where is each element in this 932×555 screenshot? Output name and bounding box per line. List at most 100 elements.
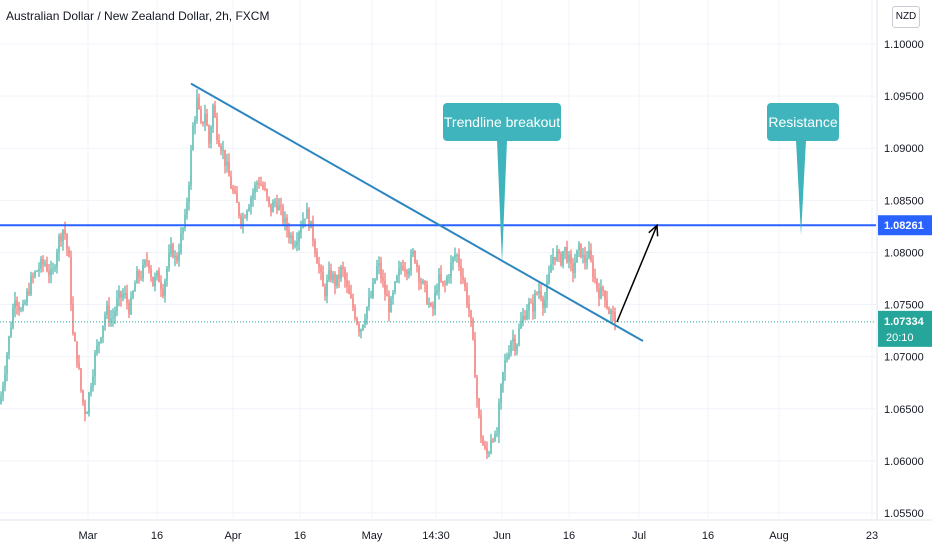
candle-body — [504, 360, 506, 373]
candle-body — [512, 338, 514, 342]
candle-body — [30, 276, 32, 294]
candle-body — [192, 125, 194, 150]
candle-body — [28, 291, 30, 294]
trendline — [190, 82, 644, 342]
candle-body — [318, 263, 320, 268]
candle-body — [604, 290, 606, 300]
candle-body — [520, 320, 522, 329]
candle-body — [478, 398, 480, 416]
candle-body — [568, 254, 570, 262]
projection-arrow — [616, 225, 658, 323]
candle-body — [340, 266, 342, 279]
candle-body — [66, 234, 68, 249]
candle-body — [124, 293, 126, 295]
candle-body — [430, 303, 432, 306]
candle-body — [186, 202, 188, 215]
candle-body — [210, 127, 212, 144]
candle-body — [474, 339, 476, 378]
candle-body — [452, 257, 454, 263]
candle-body — [434, 292, 436, 309]
candle-body — [456, 254, 458, 256]
candle-body — [182, 228, 184, 234]
candle-body — [574, 262, 576, 273]
candle-body — [324, 286, 326, 297]
candle-body — [370, 296, 372, 298]
candle-body — [526, 310, 528, 320]
price-axis-bg — [877, 0, 932, 550]
candle-body — [244, 217, 246, 219]
candle-body — [2, 385, 4, 397]
candle-body — [576, 249, 578, 263]
candle-body — [476, 377, 478, 399]
candle-body — [284, 217, 286, 223]
x-tick-label: 23 — [866, 530, 878, 542]
candle-body — [200, 109, 202, 122]
currency-badge[interactable]: NZD — [892, 6, 920, 28]
candle-body — [466, 287, 468, 305]
candle-body — [388, 296, 390, 313]
candle-body — [312, 220, 314, 241]
candle-body — [326, 279, 328, 297]
candle-body — [70, 257, 72, 305]
candle-body — [408, 271, 410, 275]
candle-body — [396, 275, 398, 282]
candle-body — [494, 434, 496, 441]
y-tick-label: 1.07000 — [884, 352, 924, 364]
candle-body — [610, 311, 612, 315]
y-tick-label: 1.08000 — [884, 247, 924, 259]
candle-body — [590, 250, 592, 261]
candle-body — [540, 291, 542, 299]
candle-body — [250, 198, 252, 208]
candle-body — [156, 271, 158, 277]
candle-body — [32, 276, 34, 278]
y-tick-label: 1.09000 — [884, 143, 924, 155]
candle-body — [230, 176, 232, 189]
candle-body — [212, 105, 214, 128]
candle-body — [220, 146, 222, 152]
candle-body — [242, 217, 244, 225]
candle-body — [422, 280, 424, 284]
candle-body — [428, 303, 430, 305]
candle-body — [470, 310, 472, 320]
x-tick-label: 16 — [702, 530, 714, 542]
resistance-callout-pointer — [796, 140, 806, 235]
candle-body — [560, 253, 562, 266]
candle-body — [98, 342, 100, 346]
candle-body — [436, 290, 438, 293]
candle-body — [148, 261, 150, 269]
candle-body — [38, 268, 40, 271]
candle-body — [20, 309, 22, 311]
candle-body — [194, 119, 196, 126]
candle-body — [538, 291, 540, 294]
resistance-price-label: 1.08261 — [878, 215, 932, 236]
candle-body — [142, 264, 144, 279]
candle-body — [440, 273, 442, 282]
candle-body — [578, 243, 580, 250]
candle-body — [8, 336, 10, 355]
candle-body — [320, 267, 322, 272]
candle-body — [266, 189, 268, 198]
candle-body — [484, 445, 486, 448]
candle-body — [308, 208, 310, 229]
candle-body — [118, 291, 120, 299]
candle-body — [502, 372, 504, 385]
y-tick-label: 1.08500 — [884, 195, 924, 207]
candle-body — [564, 246, 566, 251]
candle-body — [546, 282, 548, 300]
candle-body — [302, 220, 304, 228]
candle-body — [84, 402, 86, 415]
candle-body — [88, 392, 90, 413]
candle-body — [348, 286, 350, 295]
last-price-label-text: 1.07334 — [884, 316, 925, 328]
candle-body — [116, 298, 118, 311]
candle-body — [106, 305, 108, 315]
candle-body — [438, 273, 440, 291]
candle-body — [222, 149, 224, 152]
x-tick-label: 16 — [151, 530, 163, 542]
candle-body — [272, 202, 274, 213]
candle-body — [228, 161, 230, 177]
candle-body — [104, 314, 106, 326]
x-tick-label: Apr — [224, 530, 241, 542]
